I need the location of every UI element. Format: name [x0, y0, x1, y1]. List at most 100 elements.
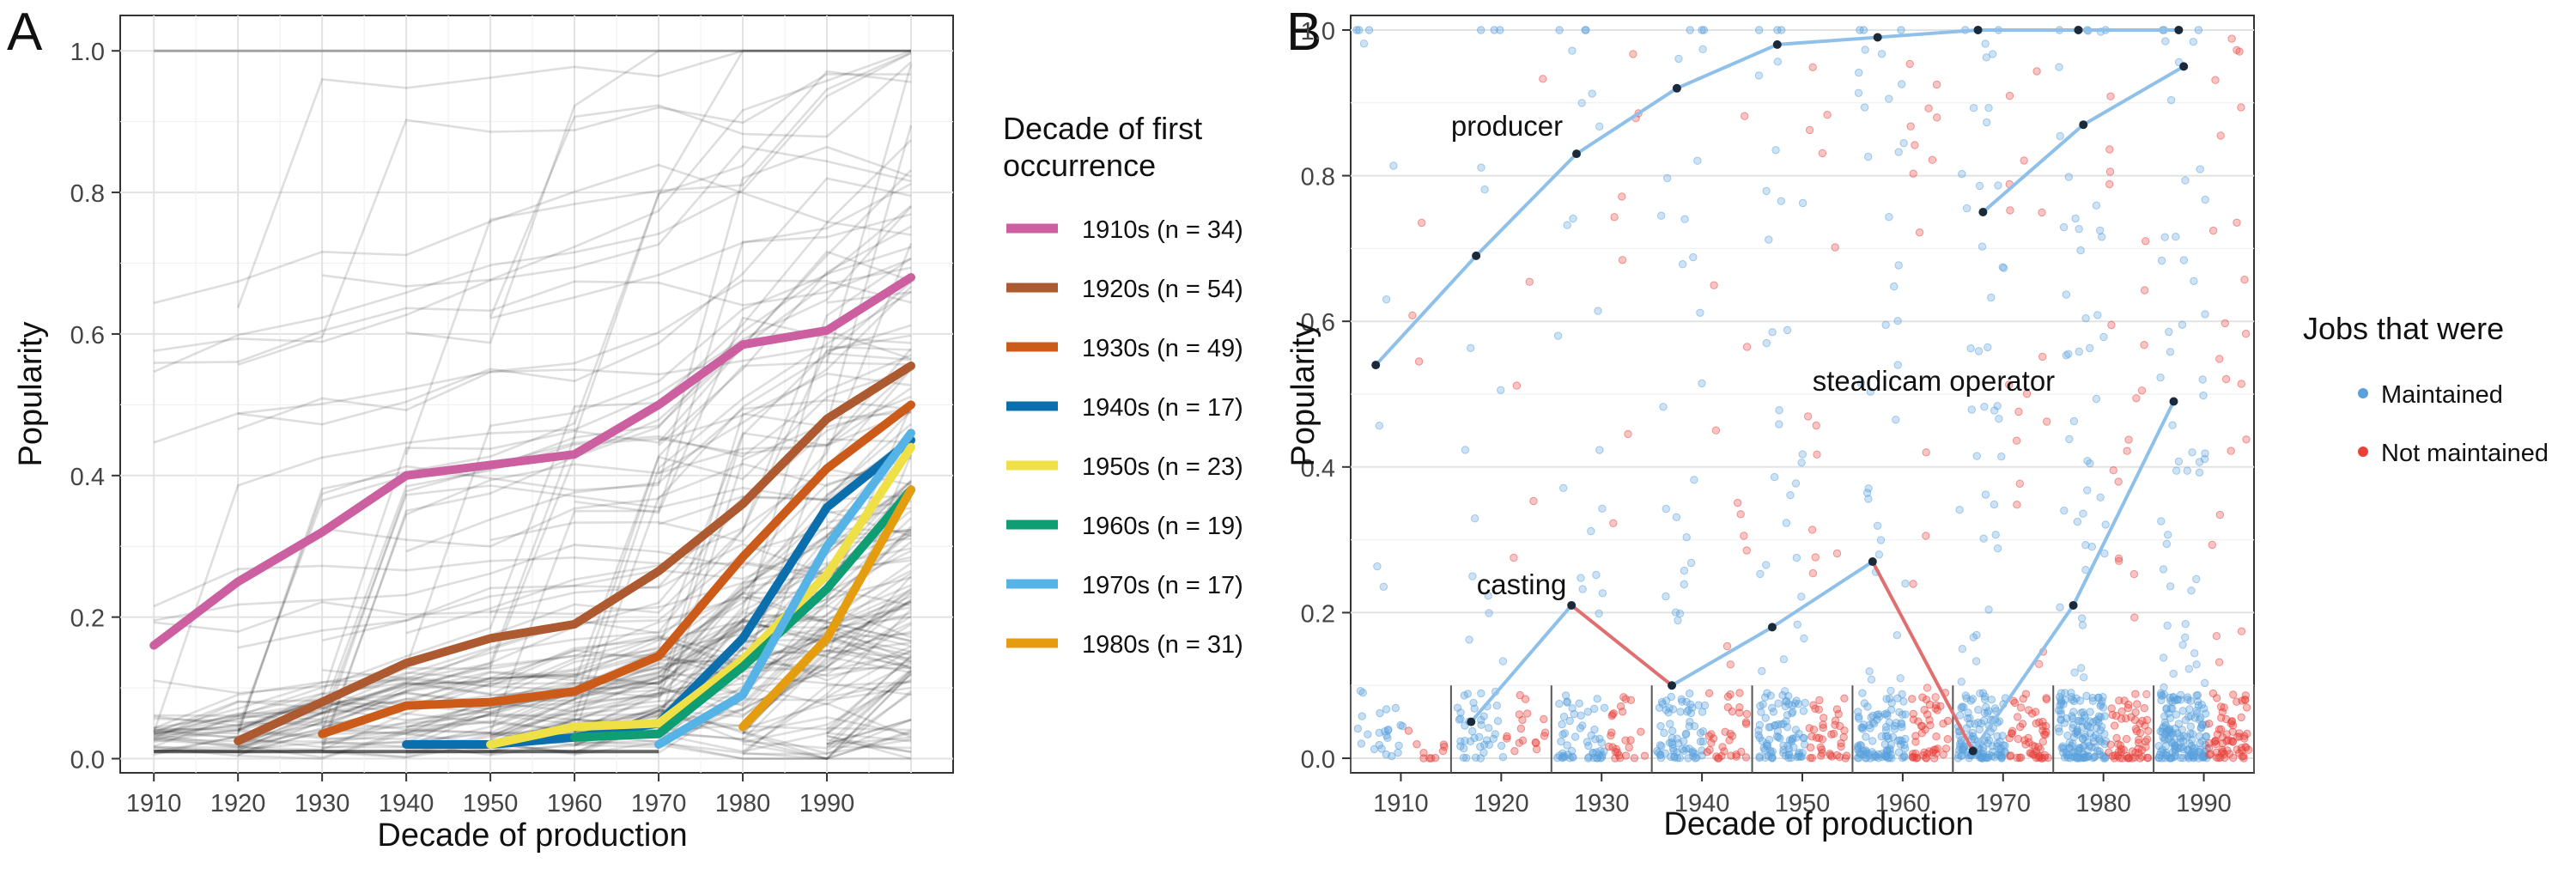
x-tick-label: 1970 [631, 790, 687, 817]
data-point [1812, 733, 1821, 742]
background-trajectory [154, 258, 912, 364]
series-line-2 [234, 362, 915, 745]
data-point [1969, 633, 1978, 641]
data-point [1832, 549, 1842, 558]
data-point [1558, 720, 1566, 729]
legend-title-b: Jobs that were [2303, 311, 2504, 346]
data-point [2086, 723, 2094, 732]
data-point [1812, 421, 1820, 430]
job-line-segment [1871, 561, 1975, 752]
data-point [1356, 687, 1365, 696]
data-point [2043, 417, 2051, 426]
data-point [1597, 738, 1607, 747]
data-point [1680, 737, 1688, 745]
job-point [2079, 120, 2088, 130]
data-point [1808, 568, 1818, 578]
data-point [1595, 122, 1604, 131]
data-point [1841, 754, 1850, 763]
data-point [1793, 620, 1802, 629]
data-point [2112, 733, 2121, 743]
data-point [1887, 754, 1896, 763]
data-point [1984, 104, 1993, 112]
background-trajectory [742, 680, 912, 741]
data-point [2038, 754, 2047, 763]
data-point [2098, 696, 2106, 706]
job-label-3: casting [1477, 568, 1567, 600]
data-point [2056, 603, 2064, 611]
series-line-8 [738, 485, 915, 732]
data-point [1967, 405, 1977, 414]
data-point [2131, 725, 2141, 733]
data-point [1698, 737, 1708, 746]
data-point [1707, 738, 1716, 747]
data-point [2120, 696, 2129, 705]
data-point [1532, 738, 1540, 748]
background-trajectory [489, 243, 913, 543]
data-point [2006, 206, 2014, 215]
x-tick-label: 1910 [1373, 790, 1429, 817]
data-point [1567, 746, 1577, 756]
data-point [2091, 743, 2099, 751]
background-trajectory [489, 622, 912, 754]
data-point [2237, 103, 2245, 112]
data-point [2162, 539, 2172, 549]
data-point [1882, 709, 1892, 718]
data-point [2201, 195, 2209, 204]
data-point [2233, 46, 2241, 54]
data-point [1431, 753, 1440, 763]
data-point [2081, 541, 2090, 550]
data-point [2196, 738, 2204, 748]
y-axis-label-a: Popularity [13, 322, 49, 467]
data-point [2169, 693, 2178, 702]
data-point [1493, 717, 1503, 726]
data-point [1680, 566, 1689, 575]
data-point [2193, 697, 2202, 706]
data-point [2040, 750, 2050, 760]
data-point [2142, 715, 2152, 725]
data-point [1640, 751, 1649, 760]
data-point [1741, 718, 1751, 726]
data-point [2178, 707, 2188, 715]
data-point [1993, 402, 2002, 410]
data-point [1898, 710, 1907, 719]
data-point [1375, 422, 1384, 430]
data-point [1866, 387, 1875, 396]
data-point [1600, 747, 1608, 756]
panel-label-a: A [7, 3, 43, 62]
series-line-6 [570, 485, 915, 742]
data-point [1792, 553, 1801, 562]
data-point [2174, 457, 2184, 466]
data-point [1919, 751, 1928, 760]
data-point [1958, 702, 1966, 711]
data-point [2093, 311, 2102, 319]
legend-label-5: 1950s (n = 23) [1082, 453, 1243, 481]
data-point [1885, 694, 1894, 703]
data-point [1799, 707, 1808, 715]
legend-title-line-1: Decade of first [1003, 111, 1202, 146]
data-point [1364, 730, 1372, 738]
background-trajectory [153, 456, 912, 622]
data-point [1777, 197, 1786, 205]
data-point [1477, 689, 1485, 698]
data-point [1668, 733, 1677, 743]
data-point [1762, 186, 1771, 196]
data-point [2220, 703, 2228, 712]
data-point [1797, 459, 1806, 467]
background-trajectory [826, 674, 912, 735]
data-point [1555, 699, 1564, 708]
data-point [1766, 691, 1775, 700]
data-point [1539, 75, 1547, 83]
data-point [2075, 347, 2084, 356]
data-point [1680, 580, 1689, 589]
data-point [2115, 556, 2123, 565]
background-trajectory [826, 654, 912, 733]
data-point [2063, 750, 2071, 760]
data-point [2100, 730, 2109, 738]
data-point [2069, 708, 2078, 716]
data-point [1998, 263, 2008, 271]
data-point [2215, 658, 2224, 666]
data-point [1898, 80, 1906, 88]
data-point [1797, 592, 1806, 601]
background-trajectory [153, 615, 912, 740]
x-tick-label: 1960 [1875, 790, 1931, 817]
